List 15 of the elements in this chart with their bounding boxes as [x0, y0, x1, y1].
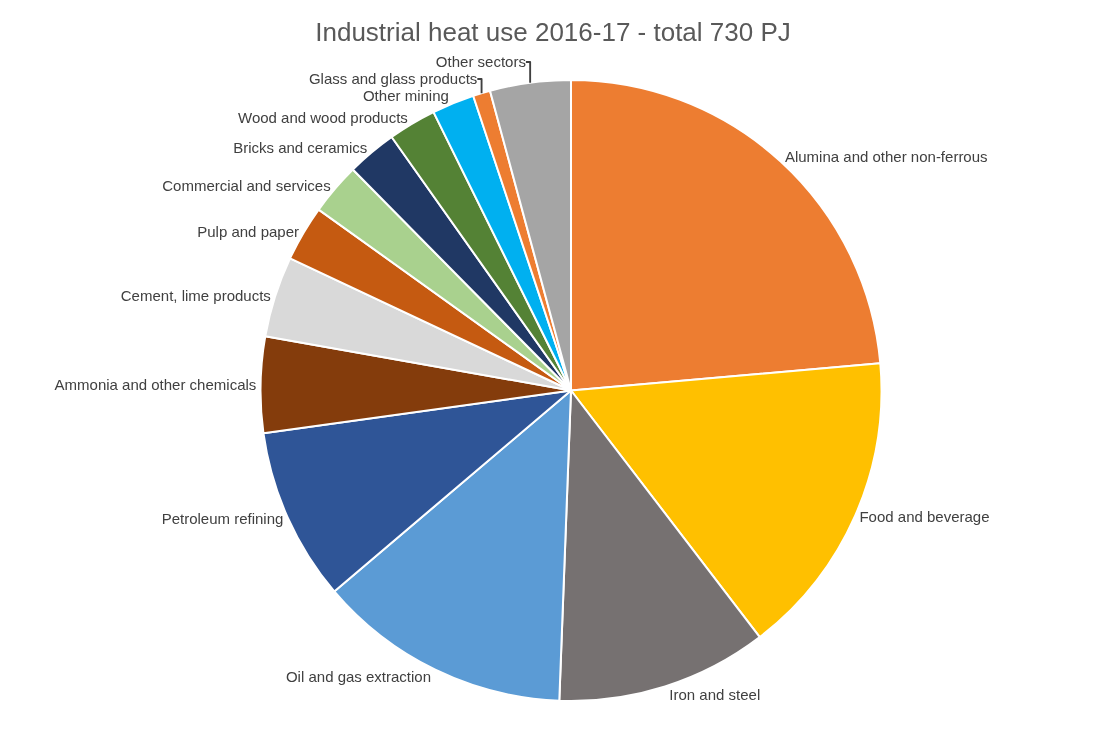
slice-label: Alumina and other non-ferrous: [784, 148, 988, 166]
chart-title: Industrial heat use 2016-17 - total 730 PJ: [315, 16, 791, 47]
slice-label: Cement, lime products: [120, 287, 271, 305]
slice-label: Ammonia and other chemicals: [54, 376, 257, 394]
slice-label: Glass and glass products: [308, 70, 478, 88]
slice-label: Other sectors: [435, 53, 526, 71]
slice-label: Bricks and ceramics: [233, 139, 368, 157]
slice-label: Iron and steel: [669, 685, 761, 703]
slice-label: Pulp and paper: [197, 222, 299, 240]
slice-label: Oil and gas extraction: [285, 668, 432, 686]
slice-label: Wood and wood products: [238, 108, 408, 126]
slice-label: Food and beverage: [859, 508, 990, 526]
slice-label: Petroleum refining: [161, 510, 284, 528]
slice-label: Other mining: [362, 87, 449, 105]
slice-label: Commercial and services: [162, 176, 331, 194]
